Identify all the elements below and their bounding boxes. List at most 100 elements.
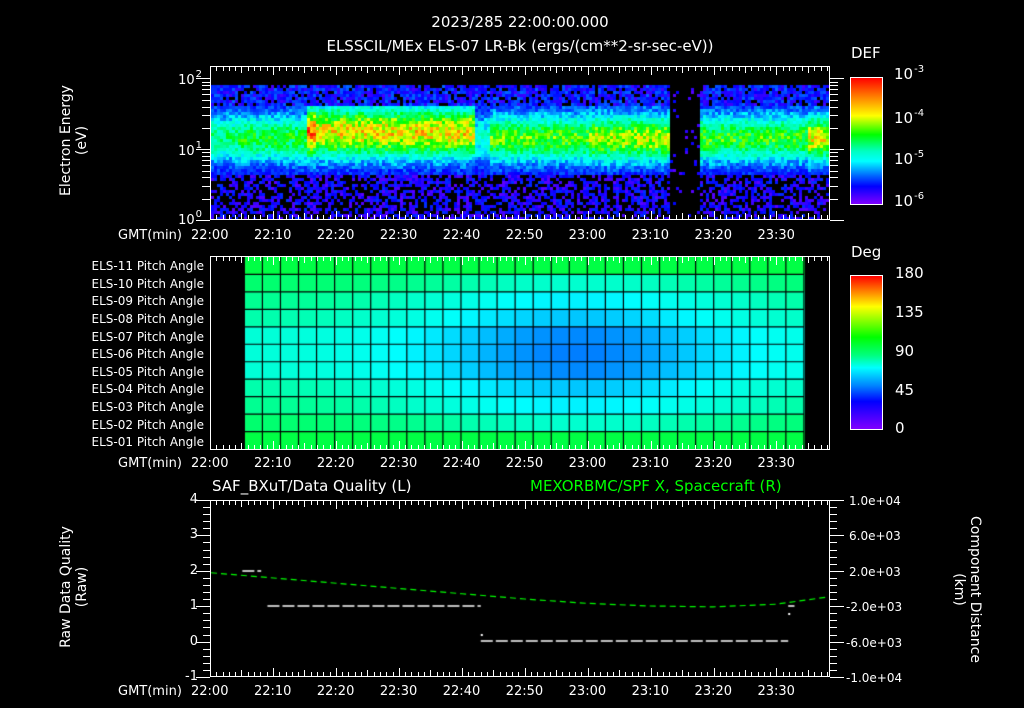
- quality-right-tick-label: -2.0e+03: [846, 600, 903, 615]
- axis-tick: [575, 66, 576, 71]
- axis-tick: [202, 152, 210, 153]
- axis-tick: [830, 663, 837, 664]
- axis-tick: [279, 256, 280, 261]
- axis-tick: [405, 66, 406, 71]
- pitch-angle-heatmap[interactable]: [210, 256, 830, 450]
- axis-tick: [732, 672, 733, 677]
- axis-tick: [644, 256, 645, 261]
- axis-tick: [758, 215, 759, 220]
- axis-tick: [732, 256, 733, 261]
- axis-tick: [531, 500, 532, 505]
- axis-tick: [380, 500, 381, 505]
- axis-tick: [651, 441, 652, 450]
- axis-tick: [330, 256, 331, 261]
- axis-tick: [644, 215, 645, 220]
- axis-tick: [298, 256, 299, 261]
- axis-tick: [814, 66, 815, 71]
- axis-tick: [625, 445, 626, 450]
- axis-tick: [449, 445, 450, 450]
- axis-tick: [569, 672, 570, 677]
- axis-tick: [776, 668, 777, 677]
- axis-tick: [625, 66, 626, 71]
- axis-tick: [795, 66, 796, 71]
- axis-tick: [638, 445, 639, 450]
- axis-tick: [802, 66, 803, 71]
- axis-tick: [638, 672, 639, 677]
- axis-tick: [695, 445, 696, 450]
- quality-line-plot[interactable]: [210, 500, 830, 677]
- energy-spectrogram[interactable]: [210, 66, 830, 220]
- axis-tick: [196, 535, 210, 536]
- axis-tick: [739, 66, 740, 71]
- axis-tick: [556, 256, 557, 263]
- axis-tick: [380, 445, 381, 450]
- axis-tick: [830, 585, 837, 586]
- axis-tick: [814, 500, 815, 505]
- axis-tick: [830, 107, 838, 108]
- axis-tick: [607, 445, 608, 450]
- axis-tick: [380, 256, 381, 261]
- axis-tick: [594, 256, 595, 261]
- axis-tick: [254, 215, 255, 220]
- axis-tick: [348, 672, 349, 677]
- axis-tick: [525, 256, 526, 265]
- axis-tick: [196, 500, 210, 501]
- axis-tick: [575, 445, 576, 450]
- axis-tick: [770, 445, 771, 450]
- axis-tick: [500, 672, 501, 677]
- axis-tick: [317, 256, 318, 261]
- quality-left-axis-unit: (Raw): [74, 566, 90, 608]
- axis-tick: [676, 500, 677, 505]
- axis-tick: [202, 177, 210, 178]
- axis-tick: [273, 211, 274, 220]
- quality-left-tick-label: 1: [189, 598, 198, 614]
- axis-tick: [789, 445, 790, 450]
- axis-tick: [531, 672, 532, 677]
- time-label-2250: 22:50: [505, 456, 544, 471]
- axis-tick: [657, 215, 658, 220]
- axis-tick: [720, 66, 721, 71]
- axis-tick: [512, 445, 513, 450]
- axis-tick: [764, 500, 765, 505]
- axis-tick: [411, 500, 412, 505]
- axis-tick: [330, 672, 331, 677]
- axis-tick: [644, 500, 645, 505]
- axis-tick: [361, 256, 362, 261]
- axis-tick: [203, 514, 210, 515]
- axis-tick: [203, 542, 210, 543]
- axis-tick: [500, 500, 501, 505]
- axis-tick: [651, 500, 652, 509]
- axis-tick: [613, 215, 614, 220]
- axis-tick: [229, 66, 230, 71]
- axis-tick: [405, 445, 406, 450]
- axis-tick: [348, 66, 349, 71]
- axis-tick: [688, 256, 689, 261]
- axis-tick: [223, 66, 224, 71]
- axis-tick: [202, 165, 210, 166]
- axis-tick: [292, 66, 293, 71]
- axis-tick: [241, 670, 242, 677]
- axis-tick: [298, 66, 299, 71]
- axis-tick: [758, 256, 759, 261]
- time-label-2220: 22:20: [316, 684, 355, 699]
- axis-tick: [336, 441, 337, 450]
- axis-tick: [248, 672, 249, 677]
- axis-tick: [386, 445, 387, 450]
- axis-tick: [279, 215, 280, 220]
- axis-tick: [254, 672, 255, 677]
- axis-tick: [487, 256, 488, 261]
- axis-tick: [651, 211, 652, 220]
- axis-tick: [418, 500, 419, 505]
- axis-tick: [802, 672, 803, 677]
- axis-tick: [254, 66, 255, 71]
- axis-tick: [455, 256, 456, 261]
- axis-tick: [443, 66, 444, 71]
- deg-colorbar-title: Deg: [851, 243, 882, 261]
- pitch-row-label: ELS-03 Pitch Angle: [91, 400, 204, 415]
- axis-tick: [607, 500, 608, 505]
- axis-tick: [411, 672, 412, 677]
- axis-tick: [311, 500, 312, 505]
- axis-tick: [830, 656, 837, 657]
- quality-right-title: MEXORBMC/SPF X, Spacecraft (R): [530, 477, 782, 495]
- axis-tick: [298, 445, 299, 450]
